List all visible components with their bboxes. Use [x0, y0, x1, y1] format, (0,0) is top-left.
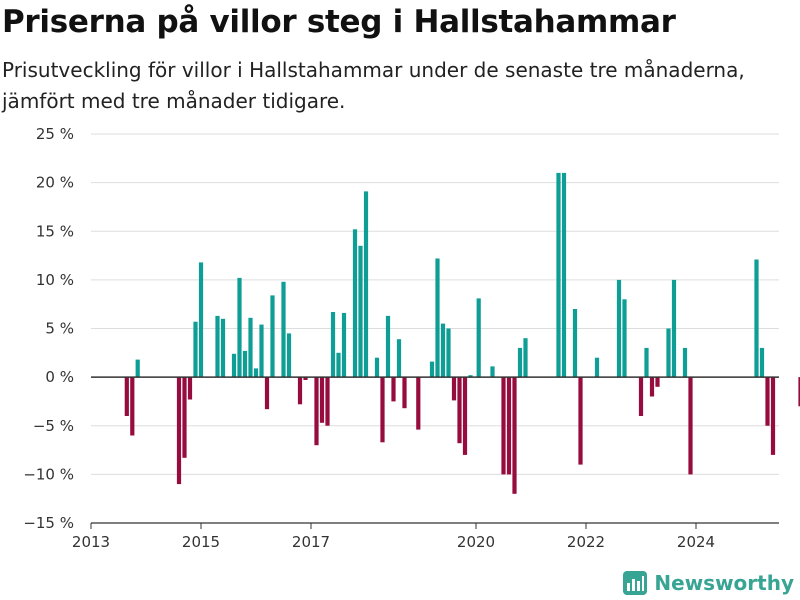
- bar: [468, 375, 473, 378]
- x-tick-label: 2022: [567, 533, 605, 551]
- bar: [561, 172, 567, 378]
- bar: [259, 324, 264, 378]
- bar: [770, 377, 776, 455]
- bar: [435, 258, 440, 378]
- bar: [512, 377, 517, 494]
- bar: [325, 377, 330, 426]
- bar: [253, 368, 259, 378]
- bar: [198, 262, 204, 378]
- x-tick-label: 2017: [292, 533, 330, 551]
- bar: [572, 309, 578, 378]
- bar: [270, 295, 275, 378]
- bar: [638, 377, 644, 416]
- brand-name: Newsworthy: [654, 571, 794, 595]
- bar: [341, 312, 347, 378]
- bar: [517, 347, 523, 378]
- bar: [303, 377, 308, 380]
- x-tick-label: 2024: [677, 533, 715, 551]
- bar: [363, 191, 369, 378]
- bar: [429, 361, 435, 378]
- bar: [402, 377, 407, 409]
- bar: [220, 318, 226, 378]
- bar: [501, 377, 506, 475]
- y-tick-label: −15 %: [23, 514, 74, 532]
- bar: [616, 279, 622, 378]
- bar: [297, 377, 303, 405]
- y-tick-label: 0 %: [45, 368, 74, 386]
- bar: [416, 377, 421, 430]
- bar: [242, 350, 248, 378]
- bar: [765, 377, 770, 426]
- bar: [193, 321, 198, 378]
- bar: [556, 172, 561, 378]
- bar: [182, 377, 187, 458]
- bar: [451, 377, 457, 401]
- y-tick-label: −10 %: [23, 465, 74, 483]
- chart-title: Priserna på villor steg i Hallstahammar: [2, 4, 676, 40]
- bar: [671, 279, 677, 378]
- y-tick-label: 20 %: [36, 174, 74, 192]
- bar: [682, 347, 688, 378]
- y-tick-label: −5 %: [33, 417, 74, 435]
- x-tick-label: 2015: [182, 533, 220, 551]
- bar: [644, 347, 649, 378]
- bar: [215, 315, 220, 378]
- bar: [264, 377, 270, 410]
- bar: [594, 357, 600, 378]
- bar: [237, 277, 242, 378]
- bar: [446, 328, 451, 378]
- gridlines: [91, 133, 779, 475]
- bar: [759, 347, 765, 378]
- bar: [506, 377, 512, 475]
- bar: [358, 245, 363, 378]
- bar: [330, 312, 336, 378]
- bar: [231, 353, 237, 378]
- y-tick-label: 5 %: [45, 320, 74, 338]
- y-tick-label: 10 %: [36, 271, 74, 289]
- bar: [374, 357, 380, 378]
- bars: [124, 172, 800, 494]
- bar: [798, 377, 800, 407]
- bar: [754, 259, 759, 378]
- brand-logo: Newsworthy: [622, 570, 794, 596]
- bar: [490, 366, 495, 378]
- bar: [281, 281, 286, 378]
- bar: [187, 377, 193, 400]
- y-tick-label: 25 %: [36, 125, 74, 143]
- bar: [440, 323, 446, 378]
- x-tick-label: 2013: [72, 533, 110, 551]
- bar: [248, 317, 253, 378]
- bar: [523, 338, 528, 378]
- bar: [655, 377, 660, 387]
- bar: [457, 377, 462, 444]
- bar: [124, 377, 129, 416]
- bar: [319, 377, 325, 423]
- y-tick-label: 15 %: [36, 222, 74, 240]
- bar: [176, 377, 182, 485]
- bar: [314, 377, 319, 446]
- bar: [462, 377, 468, 455]
- bar: [135, 359, 140, 378]
- bar: [649, 377, 655, 397]
- bar: [666, 328, 671, 378]
- x-tick-label: 2020: [457, 533, 495, 551]
- bar: [130, 377, 135, 436]
- bar: [286, 333, 292, 378]
- bar: [391, 377, 396, 402]
- bar: [352, 229, 358, 378]
- bar: [578, 377, 583, 465]
- bar: [476, 298, 481, 378]
- bar: [385, 315, 391, 378]
- bar: [622, 299, 627, 378]
- chart-subtitle: Prisutveckling för villor i Hallstahamma…: [2, 58, 745, 113]
- axes: −15 % −10 % −5 % 0 % 5 % 10 % 15 % 20 % 25 % 2013…: [23, 125, 779, 551]
- bar: [396, 339, 402, 378]
- bar: [688, 377, 693, 475]
- bar: [336, 352, 341, 378]
- newsworthy-logo-icon: [623, 571, 648, 595]
- bar: [380, 377, 385, 443]
